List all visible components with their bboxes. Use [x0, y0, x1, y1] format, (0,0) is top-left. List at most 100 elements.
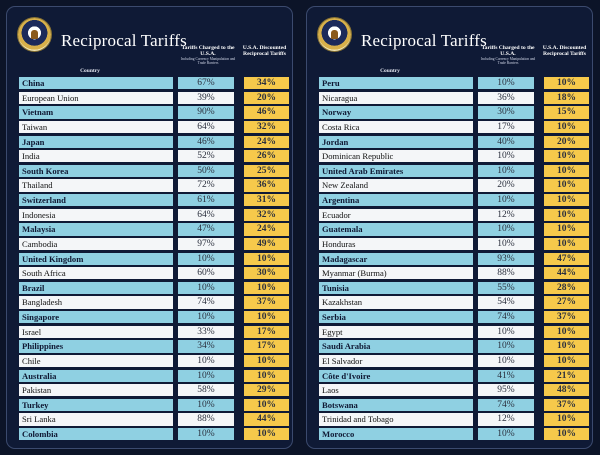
- charged-tariff-cell: 58%: [178, 384, 234, 397]
- tariff-rows: China 67% 34% European Union 39% 20% Vietnam 90…: [19, 76, 289, 442]
- country-column-header: Country: [80, 68, 100, 74]
- discounted-tariff-cell: 10%: [544, 223, 589, 236]
- table-row: Madagascar 93% 47%: [319, 252, 589, 267]
- country-cell: Colombia: [19, 428, 173, 441]
- discounted-tariff-cell: 31%: [244, 194, 289, 207]
- charged-subheader-label: Including Currency Manipulation and Trad…: [480, 57, 536, 65]
- table-row: South Africa 60% 30%: [19, 266, 289, 281]
- tariff-panel-right: Reciprocal Tariffs Tariffs Charged to th…: [306, 6, 593, 449]
- charged-tariff-cell: 50%: [178, 164, 234, 178]
- table-row: Norway 30% 15%: [319, 105, 589, 120]
- table-row: United Kingdom 10% 10%: [19, 252, 289, 267]
- table-row: Japan 46% 24%: [19, 135, 289, 150]
- charged-header-label: Tariffs Charged to the U.S.A.: [181, 45, 235, 57]
- discounted-tariff-cell: 21%: [544, 369, 589, 382]
- table-row: Malaysia 47% 24%: [19, 222, 289, 237]
- discounted-tariff-cell: 10%: [244, 354, 289, 368]
- discounted-tariff-cell: 10%: [544, 194, 589, 207]
- table-row: China 67% 34%: [19, 76, 289, 91]
- table-row: Kazakhstan 54% 27%: [319, 295, 589, 310]
- country-cell: Turkey: [19, 398, 173, 412]
- charged-tariff-cell: 12%: [478, 208, 534, 221]
- country-cell: Saudi Arabia: [319, 340, 473, 353]
- discounted-tariff-cell: 10%: [544, 413, 589, 426]
- table-row: Myanmar (Burma) 88% 44%: [319, 266, 589, 281]
- charged-tariff-cell: 39%: [178, 91, 234, 104]
- discounted-tariff-cell: 32%: [244, 208, 289, 221]
- table-row: Botswana 74% 37%: [319, 398, 589, 413]
- charged-tariff-cell: 10%: [478, 340, 534, 353]
- country-cell: Tunisia: [319, 281, 473, 295]
- country-cell: South Korea: [19, 164, 173, 178]
- table-row: Thailand 72% 36%: [19, 178, 289, 193]
- country-cell: Switzerland: [19, 194, 173, 207]
- charged-tariff-cell: 10%: [178, 369, 234, 382]
- country-cell: Myanmar (Burma): [319, 267, 473, 280]
- charged-tariff-cell: 61%: [178, 194, 234, 207]
- charged-tariff-cell: 10%: [478, 223, 534, 236]
- country-cell: Peru: [319, 77, 473, 90]
- country-cell: Israel: [19, 325, 173, 338]
- charged-tariff-cell: 10%: [478, 150, 534, 163]
- panel-title: Reciprocal Tariffs: [61, 31, 187, 50]
- discounted-tariff-cell: 24%: [244, 135, 289, 148]
- discounted-tariff-cell: 10%: [544, 179, 589, 192]
- discounted-tariff-cell: 10%: [544, 77, 589, 90]
- table-row: Serbia 74% 37%: [319, 310, 589, 325]
- country-cell: Pakistan: [19, 384, 173, 397]
- discounted-tariff-cell: 10%: [544, 340, 589, 353]
- table-row: Colombia 10% 10%: [19, 427, 289, 442]
- discounted-tariff-cell: 48%: [544, 384, 589, 397]
- discounted-tariff-cell: 37%: [544, 398, 589, 412]
- country-cell: Bangladesh: [19, 296, 173, 309]
- discounted-tariff-cell: 36%: [244, 179, 289, 192]
- discount-column-header: U.S.A. Discounted Reciprocal Tariffs: [542, 45, 587, 57]
- discounted-tariff-cell: 10%: [244, 428, 289, 441]
- discounted-tariff-cell: 10%: [544, 354, 589, 368]
- country-cell: Singapore: [19, 311, 173, 324]
- table-row: Guatemala 10% 10%: [319, 222, 589, 237]
- charged-tariff-cell: 36%: [478, 91, 534, 104]
- country-cell: Honduras: [319, 237, 473, 251]
- country-cell: Egypt: [319, 325, 473, 338]
- charged-tariff-cell: 46%: [178, 135, 234, 148]
- table-row: Argentina 10% 10%: [319, 193, 589, 208]
- charged-tariff-cell: 12%: [478, 413, 534, 426]
- charged-tariff-cell: 64%: [178, 120, 234, 134]
- charged-tariff-cell: 47%: [178, 223, 234, 236]
- table-row: El Salvador 10% 10%: [319, 354, 589, 369]
- discounted-tariff-cell: 10%: [544, 237, 589, 251]
- discounted-tariff-cell: 10%: [544, 325, 589, 338]
- table-row: India 52% 26%: [19, 149, 289, 164]
- discounted-tariff-cell: 10%: [244, 311, 289, 324]
- tariff-panel-left: Reciprocal Tariffs Tariffs Charged to th…: [6, 6, 293, 449]
- table-row: Trinidad and Tobago 12% 10%: [319, 412, 589, 427]
- country-cell: Guatemala: [319, 223, 473, 236]
- country-cell: El Salvador: [319, 354, 473, 368]
- charged-tariff-cell: 10%: [478, 164, 534, 178]
- discounted-tariff-cell: 10%: [544, 164, 589, 178]
- table-row: Turkey 10% 10%: [19, 398, 289, 413]
- charged-tariff-cell: 33%: [178, 325, 234, 338]
- table-row: Ecuador 12% 10%: [319, 208, 589, 223]
- charged-tariff-cell: 10%: [478, 354, 534, 368]
- country-cell: Serbia: [319, 311, 473, 324]
- country-cell: European Union: [19, 91, 173, 104]
- table-row: Nicaragua 36% 18%: [319, 91, 589, 106]
- table-row: Dominican Republic 10% 10%: [319, 149, 589, 164]
- discounted-tariff-cell: 10%: [244, 398, 289, 412]
- discounted-tariff-cell: 10%: [544, 120, 589, 134]
- country-cell: Nicaragua: [319, 91, 473, 104]
- table-row: Cambodia 97% 49%: [19, 237, 289, 252]
- discounted-tariff-cell: 29%: [244, 384, 289, 397]
- charged-tariff-cell: 60%: [178, 267, 234, 280]
- discount-column-header: U.S.A. Discounted Reciprocal Tariffs: [242, 45, 287, 57]
- table-row: Pakistan 58% 29%: [19, 383, 289, 398]
- charged-tariff-cell: 10%: [178, 398, 234, 412]
- country-cell: Taiwan: [19, 120, 173, 134]
- charged-tariff-cell: 34%: [178, 340, 234, 353]
- discounted-tariff-cell: 10%: [544, 208, 589, 221]
- discounted-tariff-cell: 10%: [244, 369, 289, 382]
- discounted-tariff-cell: 32%: [244, 120, 289, 134]
- presidential-seal-icon: [18, 18, 51, 51]
